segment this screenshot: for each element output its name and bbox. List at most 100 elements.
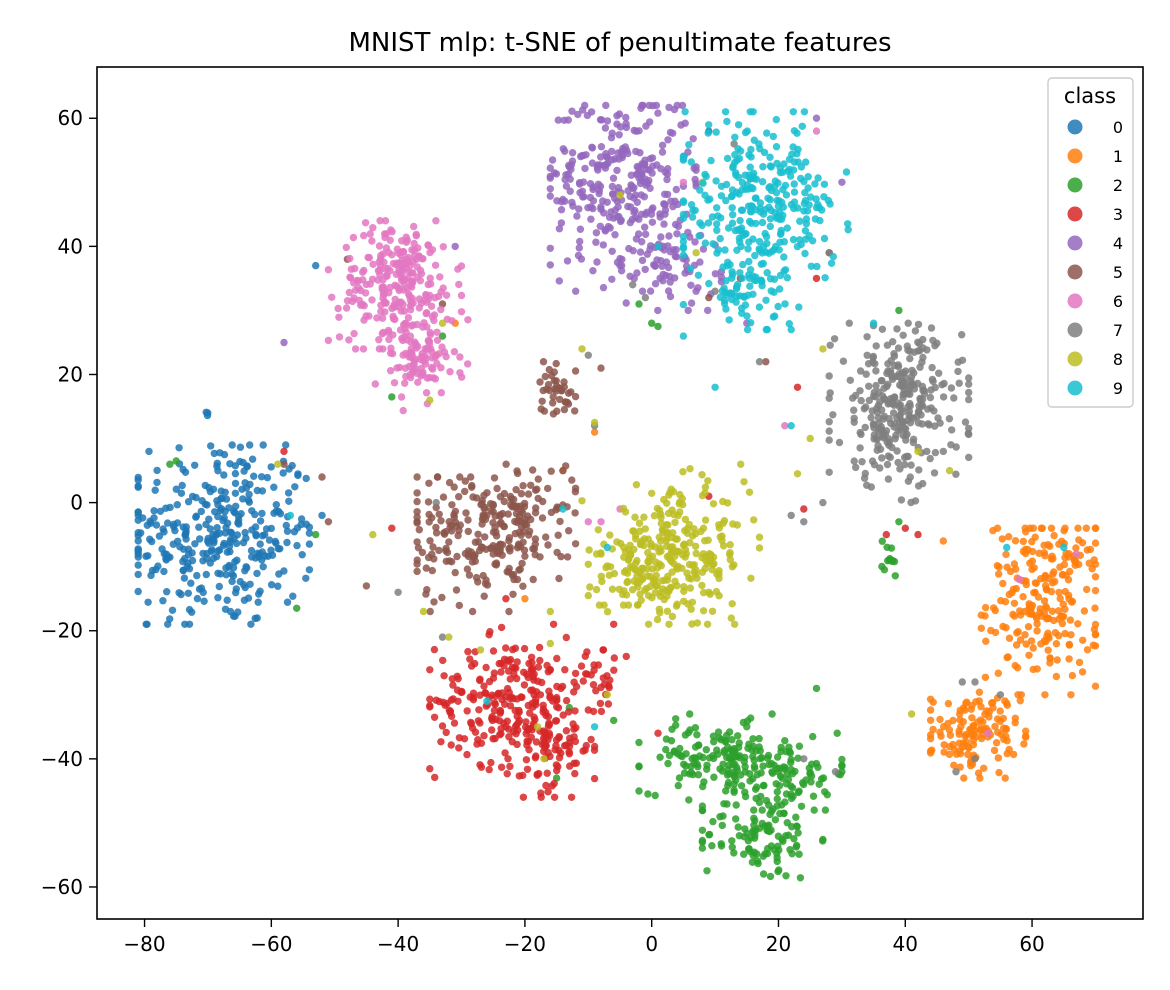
data-point (436, 273, 444, 281)
data-point (919, 335, 927, 344)
data-point (919, 344, 927, 352)
data-point (758, 282, 766, 290)
data-point (590, 418, 599, 427)
data-point (753, 770, 762, 779)
data-point (780, 160, 788, 168)
data-point (633, 601, 642, 609)
data-point (668, 568, 676, 576)
data-point (447, 741, 455, 749)
data-point (793, 822, 801, 830)
data-point (413, 560, 421, 568)
data-point (755, 734, 763, 743)
data-point (489, 542, 497, 550)
data-point (667, 197, 675, 205)
data-point (664, 759, 672, 768)
data-point (865, 396, 873, 405)
data-point (335, 313, 343, 321)
data-point (926, 393, 935, 402)
data-point (705, 557, 713, 565)
data-point (432, 498, 440, 507)
legend-marker (1067, 148, 1083, 164)
data-point (1026, 524, 1034, 532)
data-point (495, 659, 503, 668)
data-point (1061, 629, 1069, 638)
data-point (768, 807, 776, 815)
data-point (500, 497, 508, 506)
y-tick-label: −60 (41, 875, 83, 899)
data-point (541, 743, 549, 752)
data-point (635, 787, 643, 795)
data-point (642, 122, 650, 130)
data-point (741, 301, 750, 309)
plot-frame (96, 66, 1144, 920)
data-point (1016, 636, 1025, 644)
data-point (455, 744, 463, 752)
data-point (889, 338, 897, 346)
data-point (415, 526, 423, 534)
data-point (954, 358, 962, 366)
data-point (691, 743, 700, 751)
data-point (545, 687, 553, 695)
data-point (318, 511, 326, 520)
data-point (790, 127, 799, 135)
data-point (1088, 565, 1096, 573)
data-point (179, 566, 187, 575)
data-point (723, 117, 731, 126)
data-point (766, 872, 775, 881)
data-point (509, 645, 517, 654)
data-point (464, 316, 472, 324)
data-point (766, 183, 774, 191)
data-point (217, 494, 225, 503)
data-point (258, 509, 266, 518)
data-point (1053, 656, 1061, 664)
data-point (821, 788, 829, 796)
data-point (584, 560, 592, 568)
data-point (1052, 672, 1061, 681)
data-point (715, 734, 724, 742)
data-point (590, 774, 599, 783)
data-point (711, 287, 719, 295)
data-point (328, 293, 336, 301)
data-point (958, 331, 966, 339)
data-point (236, 457, 244, 466)
data-point (403, 336, 411, 344)
data-point (413, 508, 421, 516)
data-point (1033, 665, 1041, 673)
data-point (787, 794, 796, 803)
data-point (709, 240, 717, 248)
data-point (572, 287, 580, 295)
data-point (200, 597, 208, 605)
data-point (758, 754, 766, 762)
data-point (545, 365, 553, 374)
data-point (640, 513, 648, 521)
data-point (872, 342, 880, 350)
data-point (228, 577, 236, 586)
data-point (862, 370, 870, 378)
data-point (521, 515, 529, 524)
data-point (800, 199, 809, 208)
data-point (960, 774, 968, 782)
data-point (158, 545, 166, 553)
legend-marker (1067, 177, 1083, 193)
data-point (730, 849, 738, 857)
data-point (520, 644, 529, 653)
data-point (379, 328, 387, 337)
data-point (517, 490, 526, 498)
data-point (134, 553, 142, 561)
data-point (571, 509, 579, 517)
data-point (225, 504, 233, 512)
data-point (221, 488, 229, 496)
data-point (597, 518, 605, 526)
data-point (879, 415, 888, 423)
data-point (890, 350, 898, 358)
data-point (996, 707, 1004, 715)
data-point (432, 523, 440, 532)
data-point (938, 381, 946, 389)
data-point (968, 714, 976, 722)
data-point (426, 607, 434, 616)
data-point (673, 565, 682, 573)
data-point (549, 393, 557, 401)
data-point (199, 557, 207, 565)
data-point (454, 265, 462, 273)
